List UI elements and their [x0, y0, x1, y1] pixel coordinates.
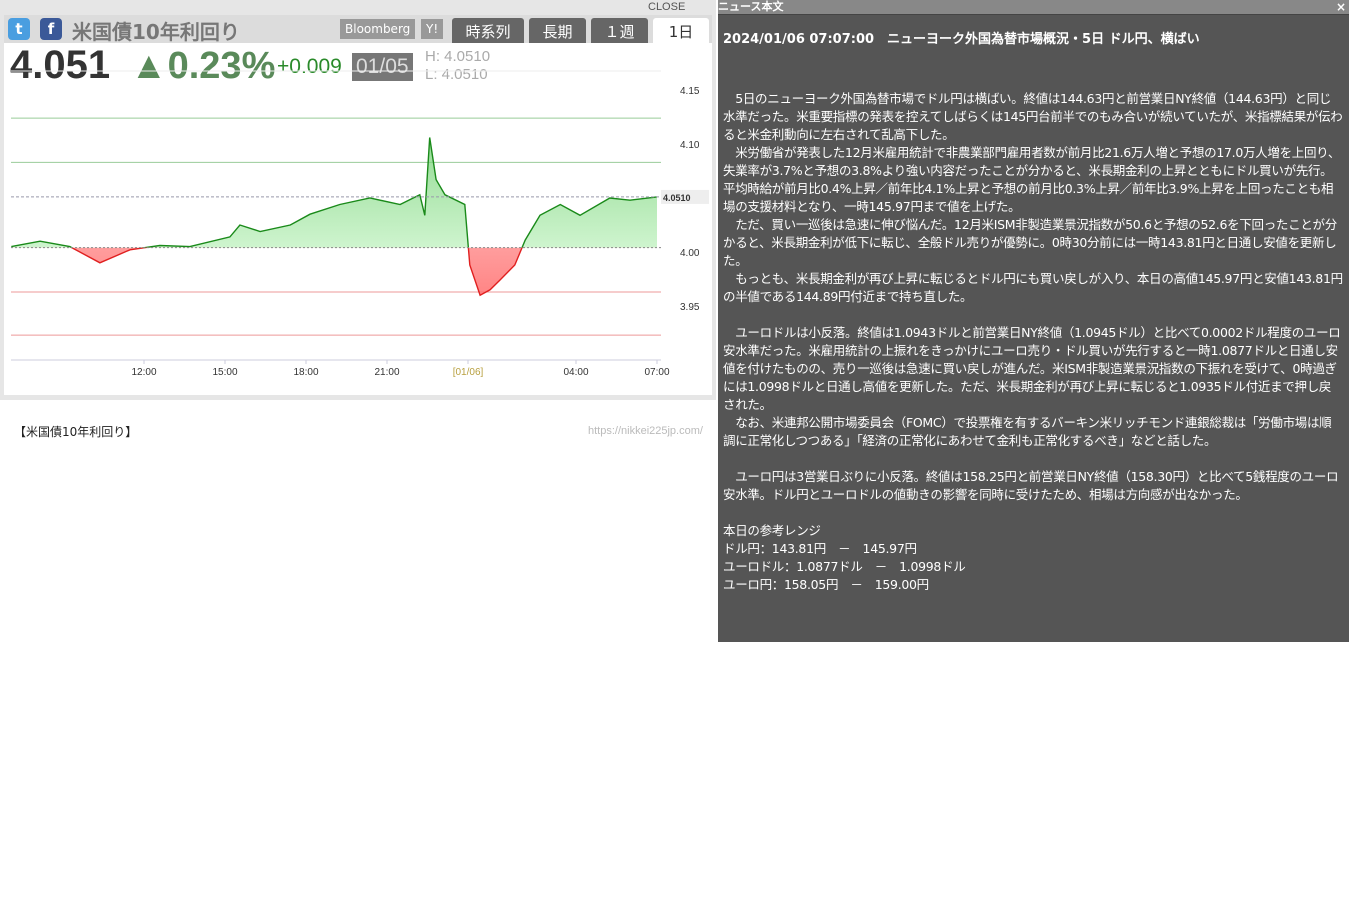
- tab-1day[interactable]: 1日: [653, 18, 709, 43]
- x-tick-label: 04:00: [563, 367, 588, 378]
- date-badge: 01/05: [352, 53, 413, 81]
- x-tick-label: 21:00: [374, 367, 399, 378]
- change-value: +0.009: [277, 55, 342, 78]
- x-tick-label: 12:00: [131, 367, 156, 378]
- series-line-up: [11, 137, 658, 248]
- bloomberg-link[interactable]: Bloomberg: [340, 19, 416, 39]
- last-value-label: 4.0510: [663, 193, 691, 203]
- chart-footer: 【米国債10年利回り】: [14, 425, 138, 439]
- y-tick-label: 3.95: [680, 302, 700, 313]
- y-tick-label: 4.15: [680, 86, 700, 97]
- x-tick-label: [01/06]: [453, 367, 484, 378]
- twitter-icon[interactable]: t: [8, 18, 30, 40]
- change-percent: ▲0.23%: [130, 45, 276, 87]
- yield-chart: 4.15 4.10 4.00 3.95 12:00 15:00 18:00 21:00 [01/…: [11, 70, 709, 378]
- close-link[interactable]: CLOSE: [648, 1, 686, 13]
- high-value: H: 4.0510: [425, 48, 491, 65]
- current-price: 4.051: [10, 43, 111, 87]
- news-titlebar: ニュース本文 ×: [718, 0, 1349, 15]
- news-body: 5日のニューヨーク外国為替市場でドル円は横ばい。終値は144.63円と前営業日N…: [723, 91, 1343, 592]
- tab-timeseries[interactable]: 時系列: [452, 18, 524, 43]
- low-value: L: 4.0510: [425, 66, 488, 83]
- last-value-box: [661, 189, 709, 204]
- x-tick-label: 15:00: [212, 367, 237, 378]
- y-tick-label: 4.10: [680, 140, 700, 151]
- y-tick-label: 4.00: [680, 248, 700, 259]
- widget-title: 米国債10年利回り: [72, 20, 240, 44]
- area-down: [11, 247, 657, 296]
- widget-header: t f 米国債10年利回り Bloomberg Y! 時系列 長期 １週 1日: [4, 15, 712, 44]
- chart-area: 4.051 ▲0.23% +0.009 01/05 H: 4.0510 L: 4…: [4, 43, 712, 439]
- yahoo-link[interactable]: Y!: [421, 19, 444, 39]
- news-headline: 2024/01/06 07:07:00 ニューヨーク外国為替市場概況・5日 ドル…: [723, 32, 1200, 47]
- tab-1week[interactable]: １週: [591, 18, 648, 43]
- tab-longterm[interactable]: 長期: [529, 18, 586, 43]
- source-url[interactable]: https://nikkei225jp.com/: [588, 425, 703, 437]
- close-icon[interactable]: ×: [1335, 0, 1346, 14]
- news-window-title: ニュース本文: [718, 0, 784, 13]
- area-up: [11, 137, 657, 248]
- x-tick-label: 07:00: [644, 367, 669, 378]
- facebook-icon[interactable]: f: [40, 18, 62, 40]
- news-window: ニュース本文 × 2024/01/06 07:07:00 ニューヨーク外国為替市…: [718, 0, 1349, 642]
- x-tick-label: 18:00: [293, 367, 318, 378]
- chart-widget: CLOSE t f 米国債10年利回り Bloomberg Y! 時系列 長期 …: [0, 0, 716, 439]
